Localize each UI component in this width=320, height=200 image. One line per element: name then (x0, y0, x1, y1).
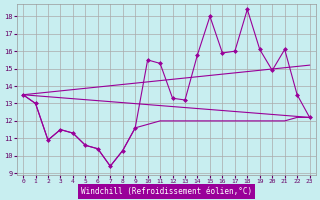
X-axis label: Windchill (Refroidissement éolien,°C): Windchill (Refroidissement éolien,°C) (81, 187, 252, 196)
